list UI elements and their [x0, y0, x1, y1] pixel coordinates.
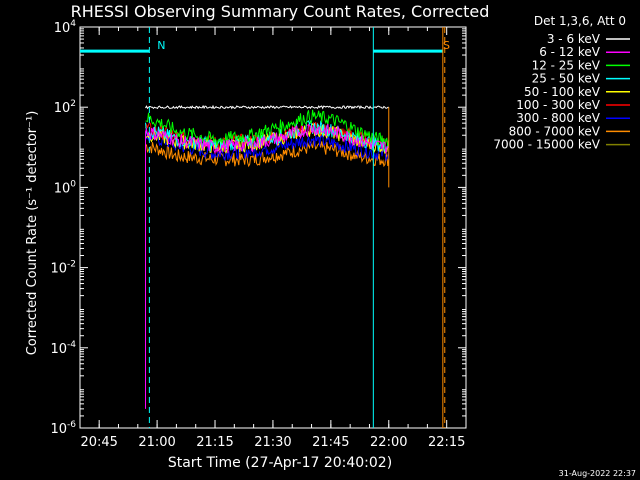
series-layer: [145, 104, 390, 409]
y-tick-label: 104: [54, 19, 77, 36]
legend-entry-label: 50 - 100 keV: [524, 85, 601, 99]
plot-frame: [79, 26, 467, 429]
legend-entry-label: 12 - 25 keV: [532, 58, 601, 72]
chart-title: RHESSI Observing Summary Count Rates, Co…: [71, 2, 490, 21]
legend-entry-label: 25 - 50 keV: [532, 72, 601, 86]
legend-entry-label: 7000 - 15000 keV: [493, 138, 600, 152]
y-tick-label: 10-2: [50, 260, 76, 277]
y-axis-label: Corrected Count Rate (s⁻¹ detector⁻¹): [25, 111, 40, 356]
x-tick-label: 20:45: [80, 435, 117, 450]
y-tick-label: 100: [54, 179, 77, 196]
x-tick-label: 21:45: [312, 435, 349, 450]
footer-date: 31-Aug-2022 22:37: [559, 469, 636, 478]
series-line: [145, 139, 390, 168]
axes: 10-6 10-4 10-2 100 102 104 20:45 21:00 21:15 21:3…: [50, 19, 467, 450]
y-tick-label: 10-4: [50, 340, 76, 357]
x-tick-label: 21:15: [196, 435, 233, 450]
x-axis-label: Start Time (27-Apr-17 20:40:02): [168, 455, 392, 471]
series-line: [145, 109, 390, 147]
series-line: [145, 123, 390, 155]
legend-entry-label: 800 - 7000 keV: [509, 124, 601, 138]
legend-entry-label: 100 - 300 keV: [516, 98, 600, 112]
x-tick-label: 21:00: [138, 435, 175, 450]
annotation-s: S: [443, 39, 450, 52]
x-tick-label: 21:30: [254, 435, 291, 450]
legend-entry-label: 300 - 800 keV: [516, 111, 600, 125]
x-tick-label: 22:15: [428, 435, 465, 450]
annotation-n: N: [157, 39, 165, 52]
x-tick-label: 22:00: [370, 435, 407, 450]
legend-entry-label: 3 - 6 keV: [547, 32, 601, 46]
y-tick-label: 10-6: [50, 420, 76, 437]
legend-header: Det 1,3,6, Att 0: [534, 14, 626, 28]
y-tick-label: 102: [54, 99, 76, 116]
series-line: [145, 104, 389, 110]
legend-entry-label: 6 - 12 keV: [539, 45, 601, 59]
